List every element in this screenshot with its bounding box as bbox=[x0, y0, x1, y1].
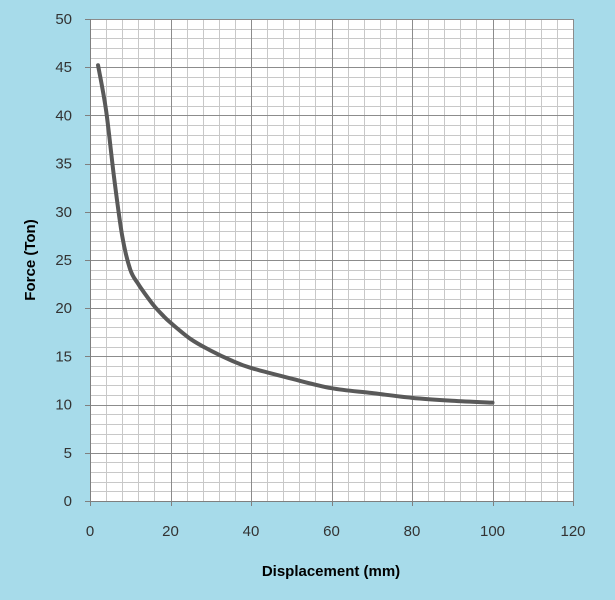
y-tick-label: 15 bbox=[55, 348, 72, 365]
x-axis-title: Displacement (mm) bbox=[262, 563, 400, 580]
y-tick-label: 40 bbox=[55, 107, 72, 124]
x-tick-label: 120 bbox=[560, 523, 585, 540]
y-tick-label: 5 bbox=[64, 445, 72, 462]
axes bbox=[85, 19, 574, 506]
force-displacement-series-line bbox=[96, 63, 495, 405]
x-tick-label: 0 bbox=[86, 523, 94, 540]
y-tick-label: 10 bbox=[55, 397, 72, 414]
series-group bbox=[96, 63, 495, 405]
y-tick-label: 0 bbox=[64, 493, 72, 510]
y-tick-label: 25 bbox=[55, 252, 72, 269]
y-tick-label: 45 bbox=[55, 59, 72, 76]
y-tick-label: 35 bbox=[55, 156, 72, 173]
x-tick-label: 20 bbox=[162, 523, 179, 540]
y-tick-labels: 0 5 10 15 20 25 30 35 40 45 50 bbox=[55, 11, 72, 510]
x-tick-labels: 0 20 40 60 80 100 120 bbox=[86, 523, 586, 540]
x-tick-label: 80 bbox=[404, 523, 421, 540]
x-tick-label: 40 bbox=[243, 523, 260, 540]
x-tick-label: 100 bbox=[480, 523, 505, 540]
y-tick-label: 50 bbox=[55, 11, 72, 28]
y-tick-label: 20 bbox=[55, 300, 72, 317]
x-tick-label: 60 bbox=[323, 523, 340, 540]
y-tick-label: 30 bbox=[55, 204, 72, 221]
y-axis-title: Force (Ton) bbox=[22, 219, 39, 300]
